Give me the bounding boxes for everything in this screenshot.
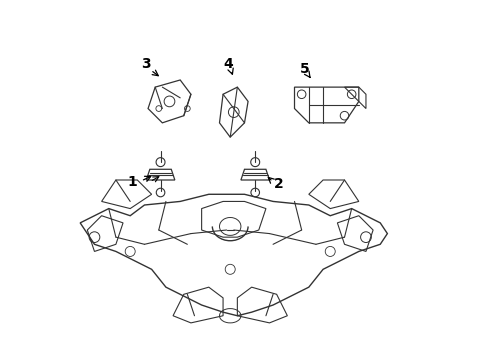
Text: 1: 1 [127,175,137,189]
Text: 3: 3 [141,57,151,71]
Text: 4: 4 [223,57,233,71]
Text: 5: 5 [300,62,309,76]
Text: 2: 2 [273,176,283,190]
